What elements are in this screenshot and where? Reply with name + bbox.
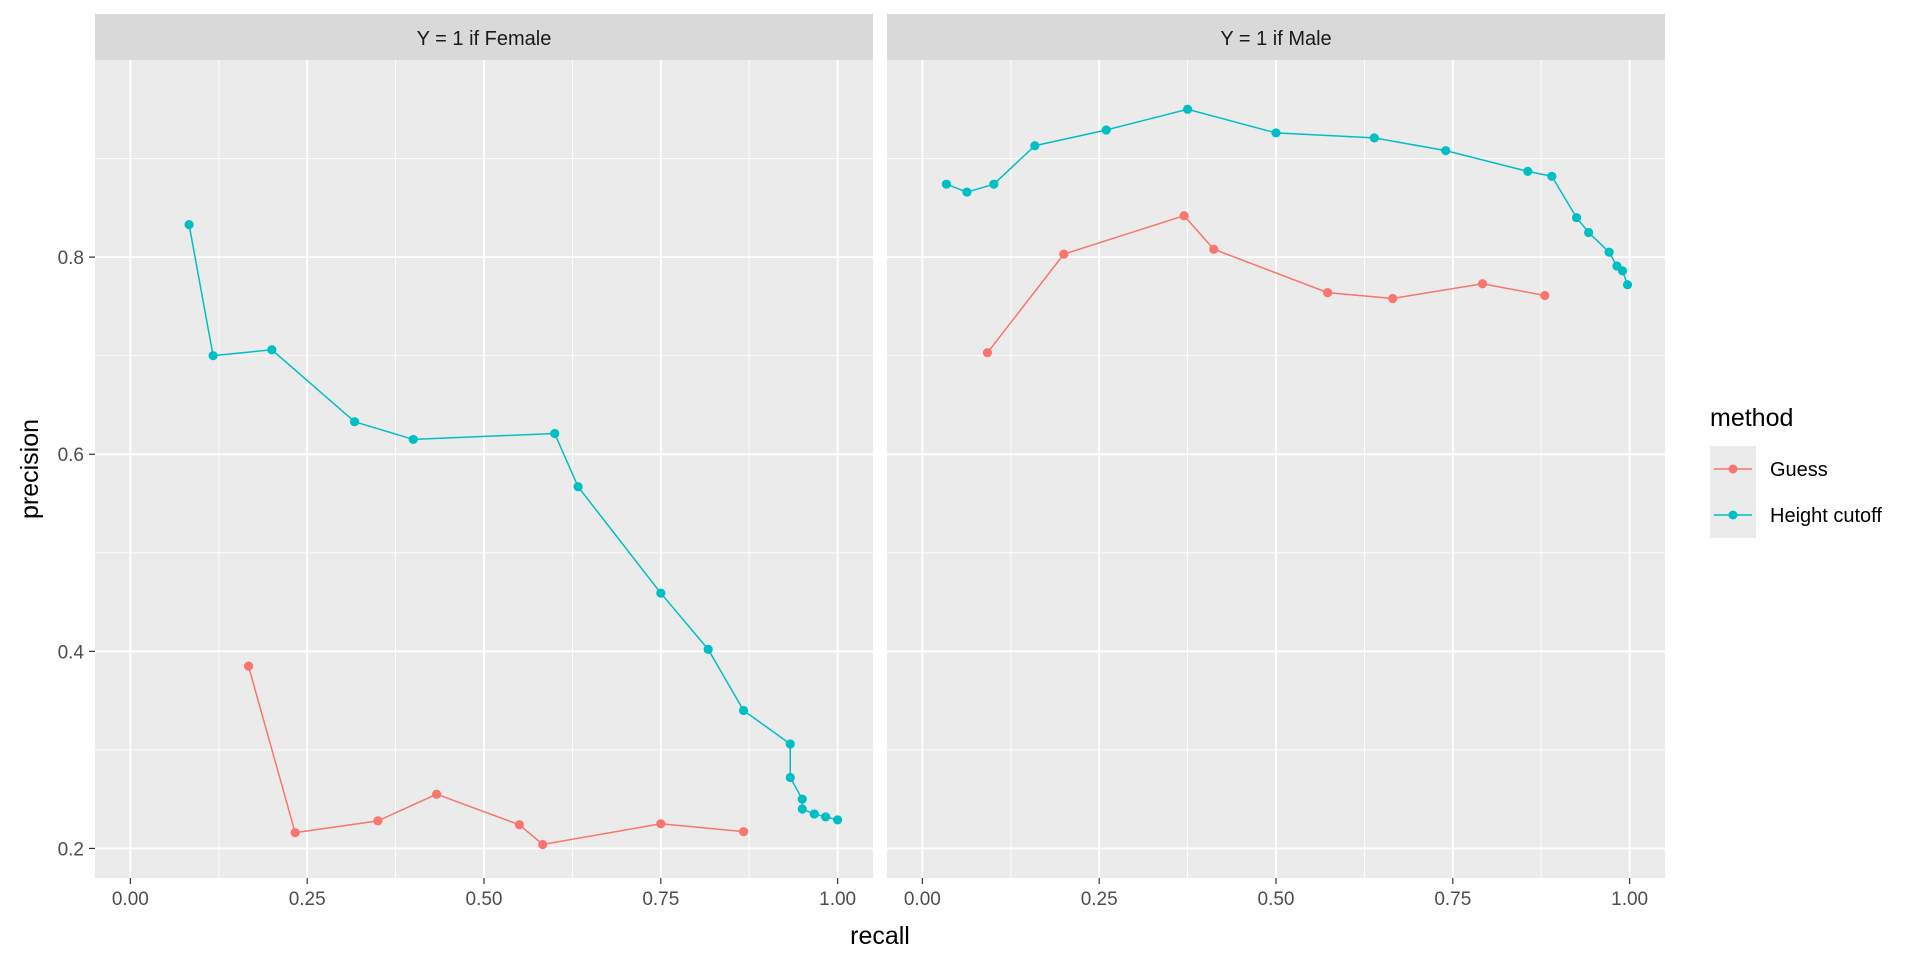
legend-key-height-cutoff-point <box>1728 510 1738 520</box>
data-point-height-cutoff <box>809 809 819 819</box>
data-point-guess <box>514 820 524 830</box>
legend-item-height-cutoff: Height cutoff <box>1710 492 1882 538</box>
data-point-guess <box>656 819 666 829</box>
x-tick-label: 0.50 <box>466 889 503 910</box>
data-point-guess <box>290 828 300 838</box>
data-point-height-cutoff <box>1571 213 1582 223</box>
data-point-guess <box>1323 287 1333 298</box>
data-point-height-cutoff <box>962 187 972 197</box>
y-tick-label: 0.2 <box>58 839 84 860</box>
y-tick-label: 0.4 <box>58 642 85 663</box>
x-tick-label: 1.00 <box>819 889 856 910</box>
x-axis-female: 0.00 0.25 0.50 0.75 1.00 <box>112 878 856 910</box>
x-tick-label: 0.75 <box>1434 889 1471 910</box>
series-layer-female <box>184 219 843 850</box>
y-tick-label: 0.8 <box>58 248 84 269</box>
data-point-height-cutoff <box>941 179 952 189</box>
x-tick-label: 0.00 <box>112 889 149 910</box>
data-point-guess <box>538 839 548 850</box>
gridlines-female <box>95 60 873 878</box>
x-tick-label: 0.25 <box>289 889 326 910</box>
data-point-height-cutoff <box>573 482 583 492</box>
panel-female: Y = 1 if Female <box>95 14 873 878</box>
legend-item-guess: Guess <box>1710 446 1828 492</box>
data-point-height-cutoff <box>184 219 194 230</box>
x-tick-label: 1.00 <box>1611 889 1648 910</box>
data-point-height-cutoff <box>349 417 360 427</box>
data-point-guess <box>982 348 993 358</box>
x-tick-label: 0.50 <box>1258 889 1295 910</box>
y-axis: 0.2 0.4 0.6 0.8 <box>58 248 95 860</box>
data-point-height-cutoff <box>1030 141 1040 151</box>
data-point-guess <box>1179 211 1189 221</box>
data-point-height-cutoff <box>408 434 418 445</box>
y-axis-title: precision <box>16 419 44 519</box>
data-point-height-cutoff <box>797 804 807 814</box>
data-point-guess <box>1540 290 1550 301</box>
x-tick-label: 0.75 <box>642 889 679 910</box>
legend-label-guess: Guess <box>1770 459 1828 481</box>
y-tick-label: 0.6 <box>58 445 84 466</box>
data-point-height-cutoff <box>267 345 277 355</box>
data-point-height-cutoff <box>785 772 795 783</box>
x-axis-title: recall <box>850 922 910 950</box>
x-tick-label: 0.25 <box>1081 889 1118 910</box>
data-point-height-cutoff <box>785 739 795 749</box>
data-point-guess <box>1059 249 1069 259</box>
legend-label-height-cutoff: Height cutoff <box>1770 505 1882 527</box>
series-layer-male <box>941 104 1633 358</box>
data-point-height-cutoff <box>1441 146 1451 156</box>
strip-label-male: Y = 1 if Male <box>1220 28 1331 50</box>
data-point-height-cutoff <box>1617 266 1628 276</box>
data-point-height-cutoff <box>738 705 749 716</box>
data-point-height-cutoff <box>989 179 999 189</box>
data-point-height-cutoff <box>1369 133 1379 143</box>
data-point-height-cutoff <box>1547 171 1557 181</box>
series-line-guess <box>986 214 1545 354</box>
data-point-guess <box>1388 293 1398 304</box>
data-point-height-cutoff <box>1584 227 1594 238</box>
gridlines-male <box>887 60 1665 878</box>
data-point-height-cutoff <box>833 815 843 825</box>
data-point-guess <box>738 827 749 837</box>
legend-title: method <box>1710 404 1793 432</box>
legend: method Guess Height cutoff <box>1710 404 1882 538</box>
panel-male: Y = 1 if Male <box>887 14 1665 878</box>
data-point-height-cutoff <box>1182 104 1193 114</box>
series-line-guess <box>247 665 744 846</box>
data-point-height-cutoff <box>821 812 831 822</box>
data-point-height-cutoff <box>1271 128 1281 138</box>
data-point-height-cutoff <box>208 351 218 361</box>
legend-key-guess-point <box>1728 464 1738 474</box>
strip-male <box>887 14 1665 60</box>
data-point-guess <box>1477 279 1488 289</box>
data-point-guess <box>432 789 442 799</box>
x-tick-label: 0.00 <box>904 889 941 910</box>
data-point-guess <box>373 816 383 826</box>
data-point-height-cutoff <box>1101 125 1111 135</box>
data-point-guess <box>1209 244 1219 254</box>
data-point-height-cutoff <box>797 794 807 804</box>
strip-label-female: Y = 1 if Female <box>417 28 552 50</box>
strip-female <box>95 14 873 60</box>
data-point-height-cutoff <box>1523 166 1533 176</box>
data-point-height-cutoff <box>550 428 560 439</box>
x-axis-male: 0.00 0.25 0.50 0.75 1.00 <box>904 878 1648 910</box>
data-point-height-cutoff <box>1604 247 1614 257</box>
data-point-height-cutoff <box>1622 280 1633 290</box>
data-point-height-cutoff <box>703 644 713 654</box>
data-point-guess <box>243 661 254 671</box>
data-point-height-cutoff <box>656 588 666 598</box>
